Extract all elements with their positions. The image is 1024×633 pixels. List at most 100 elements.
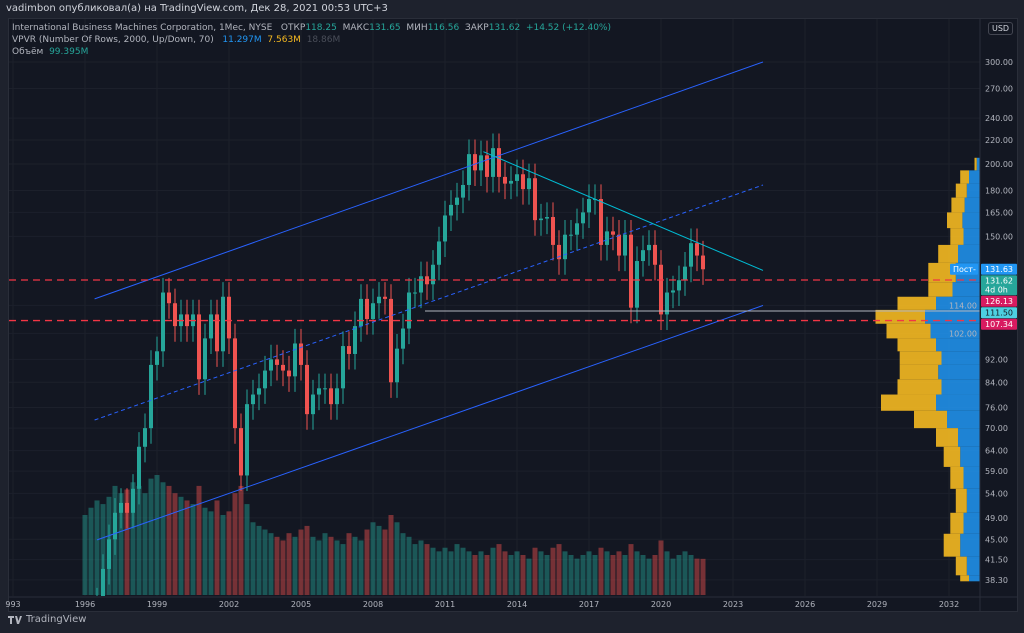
candle-body — [461, 184, 465, 198]
candle-body — [371, 303, 375, 320]
volume-bar — [544, 555, 550, 595]
volume-bar — [358, 540, 364, 595]
price-tick-label: 200.00 — [985, 160, 1013, 169]
volume-bar — [574, 558, 580, 595]
time-tick-label: 2008 — [363, 600, 383, 609]
vpvr-down-bar — [938, 244, 958, 263]
candle-body — [107, 539, 111, 569]
volume-bar — [364, 529, 370, 595]
vpvr-down-bar — [974, 157, 977, 171]
close-label: ЗАКР — [464, 23, 489, 33]
vpvr-up-bar — [963, 228, 980, 245]
candle-body — [197, 314, 201, 380]
volume-bar — [460, 547, 466, 595]
candle-body — [533, 178, 537, 221]
open-value: 118.25 — [305, 23, 337, 33]
volume-bar — [334, 540, 340, 595]
candle-body — [401, 328, 405, 349]
volume-bar — [568, 555, 574, 595]
candle-body — [617, 234, 621, 256]
volume-bar — [196, 485, 202, 595]
high-value: 131.65 — [369, 23, 401, 33]
candle-body — [491, 148, 495, 177]
volume-bar — [100, 504, 106, 595]
price-tick-label: 84.00 — [985, 378, 1008, 387]
candle-body — [353, 326, 357, 354]
volume-bar — [688, 555, 694, 595]
candle-body — [437, 241, 441, 265]
volume-bar — [490, 547, 496, 595]
candle-body — [161, 292, 165, 352]
volume-bar — [538, 551, 544, 595]
volume-bar — [226, 511, 232, 595]
volume-bar — [268, 533, 274, 595]
volume-bar — [670, 558, 676, 595]
price-label-box — [981, 263, 1017, 275]
vpvr-down-bar — [897, 379, 942, 395]
candle-body — [701, 255, 705, 270]
volume-value: 99.395M — [49, 47, 89, 57]
volume-bar — [172, 493, 178, 595]
price-tick-label: 270.00 — [985, 84, 1013, 93]
candle-body — [413, 292, 417, 294]
volume-bar — [664, 551, 670, 595]
candle-body — [305, 364, 309, 415]
candle-body — [263, 370, 267, 389]
currency-button[interactable]: USD — [988, 22, 1014, 35]
trend-line — [483, 151, 764, 271]
volume-bar — [190, 504, 196, 595]
price-tick-label: 41.50 — [985, 556, 1008, 565]
candle-body — [329, 388, 333, 405]
price-tick-label: 49.00 — [985, 514, 1008, 523]
volume-bar — [526, 558, 532, 595]
symbol-title: International Business Machines Corporat… — [12, 23, 273, 33]
price-label-text: 111.50 — [985, 309, 1013, 318]
candle-body — [395, 348, 399, 383]
candle-body — [623, 234, 627, 256]
volume-bar — [340, 544, 346, 595]
candle-body — [335, 388, 339, 405]
vpvr-up-bar — [964, 197, 980, 213]
vpvr-up-bar — [958, 244, 980, 263]
vpvr-up-bar — [966, 183, 980, 198]
volume-bar — [208, 511, 214, 595]
vpvr-up-bar — [962, 212, 980, 229]
volume-bar — [604, 551, 610, 595]
vpvr-legend-row[interactable]: VPVR (Number Of Rows, 2000, Up/Down, 70)… — [12, 34, 611, 46]
candle-body — [497, 148, 501, 177]
candle-body — [149, 364, 153, 429]
countdown-label: 4d 0h — [985, 286, 1008, 295]
candle-body — [629, 234, 633, 308]
volume-bar — [310, 536, 316, 595]
candle-body — [131, 488, 135, 513]
candle-body — [113, 512, 117, 540]
vpvr-up-value: 11.297M — [222, 35, 262, 45]
volume-bar — [514, 551, 520, 595]
candle-body — [137, 446, 141, 489]
volume-bar — [382, 529, 388, 595]
footer: TradingView — [8, 614, 86, 625]
volume-bar — [328, 536, 334, 595]
time-tick-label: 1996 — [75, 600, 95, 609]
volume-bar — [376, 525, 382, 595]
vpvr-down-bar — [943, 533, 961, 557]
price-tick-label: 102.00 — [949, 329, 977, 338]
volume-bar — [412, 544, 418, 595]
volume-bar — [556, 544, 562, 595]
volume-legend-row[interactable]: Объём 99.395M — [12, 46, 611, 58]
vpvr-up-bar — [930, 323, 980, 339]
candle-body — [449, 204, 453, 216]
volume-bar — [244, 504, 250, 595]
price-tick-label: 300.00 — [985, 58, 1013, 67]
price-label-box — [981, 318, 1017, 330]
volume-bar — [646, 558, 652, 595]
volume-bar — [250, 522, 256, 595]
vpvr-up-bar — [947, 410, 980, 429]
volume-bar — [634, 551, 640, 595]
candle-body — [299, 343, 303, 365]
candle-body — [695, 243, 699, 256]
price-label-text: 126.13 — [985, 297, 1013, 306]
price-tick-label: 165.00 — [985, 208, 1013, 217]
volume-bar — [562, 551, 568, 595]
